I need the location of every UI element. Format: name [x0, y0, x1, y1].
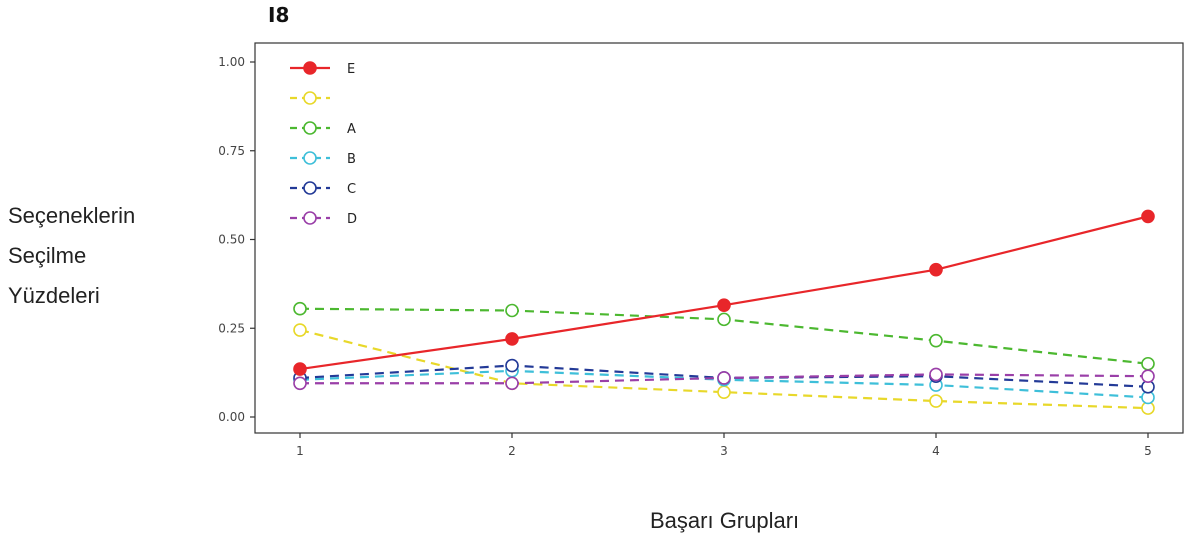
data-point	[293, 376, 307, 391]
data-point	[717, 385, 731, 399]
legend-label: A	[347, 122, 356, 137]
series-layer	[293, 209, 1155, 415]
legend-label: D	[347, 212, 357, 227]
data-point	[293, 301, 307, 316]
legend-marker	[303, 181, 317, 195]
data-point	[293, 362, 307, 376]
data-point	[293, 323, 307, 337]
y-tick-label: 0.00	[218, 410, 245, 424]
legend-entry: D	[290, 211, 357, 227]
data-point	[505, 303, 519, 318]
x-tick-label: 5	[1144, 444, 1152, 458]
legend-entry: E	[290, 61, 355, 77]
legend-entry: C	[290, 181, 356, 197]
x-tick-label: 2	[508, 444, 516, 458]
data-point	[717, 298, 731, 312]
data-point	[1141, 209, 1155, 224]
legend-label: C	[347, 182, 356, 197]
x-tick-label: 1	[296, 444, 304, 458]
data-point	[929, 367, 943, 382]
data-point	[929, 333, 943, 348]
plot-panel	[254, 42, 1184, 434]
legend-marker	[303, 121, 317, 135]
legend-marker	[303, 91, 317, 105]
legend-marker	[303, 211, 317, 225]
data-point	[505, 358, 519, 373]
series-e	[293, 209, 1155, 376]
legend-marker	[303, 61, 317, 75]
x-tick-label: 4	[932, 444, 940, 458]
data-point	[929, 394, 943, 408]
legend-entry	[290, 91, 330, 105]
y-tick-label: 0.25	[218, 321, 245, 335]
x-axis-label: Başarı Grupları	[650, 508, 800, 533]
legend-marker	[303, 151, 317, 165]
data-point	[505, 376, 519, 391]
legend-label: E	[347, 62, 355, 77]
y-axis-label-line-3: Yüzdeleri	[8, 283, 100, 308]
plot-border	[254, 42, 1184, 434]
y-axis-label-line-2: Seçilme	[8, 243, 87, 268]
y-tick-label: 1.00	[218, 55, 245, 69]
y-axis-label-line-1: Seçeneklerin	[8, 203, 136, 228]
data-point	[717, 371, 731, 385]
data-point	[1141, 356, 1155, 371]
y-tick-label: 0.75	[218, 144, 245, 158]
legend-label: B	[347, 152, 356, 167]
chart-title: I8	[268, 3, 290, 27]
data-point	[929, 262, 943, 277]
legend-entry: A	[290, 121, 356, 137]
y-tick-label: 0.50	[218, 233, 245, 247]
data-point	[717, 312, 731, 327]
legend-entry: B	[290, 151, 356, 167]
series-a	[293, 301, 1155, 371]
x-tick-label: 3	[720, 444, 728, 458]
axes: 0.00 0.25 0.50 0.75 1.00 1 2 3 4 5	[218, 55, 1152, 458]
data-point	[1141, 369, 1155, 383]
data-point	[505, 332, 519, 346]
series-d	[293, 367, 1155, 391]
series-line	[299, 328, 1149, 410]
